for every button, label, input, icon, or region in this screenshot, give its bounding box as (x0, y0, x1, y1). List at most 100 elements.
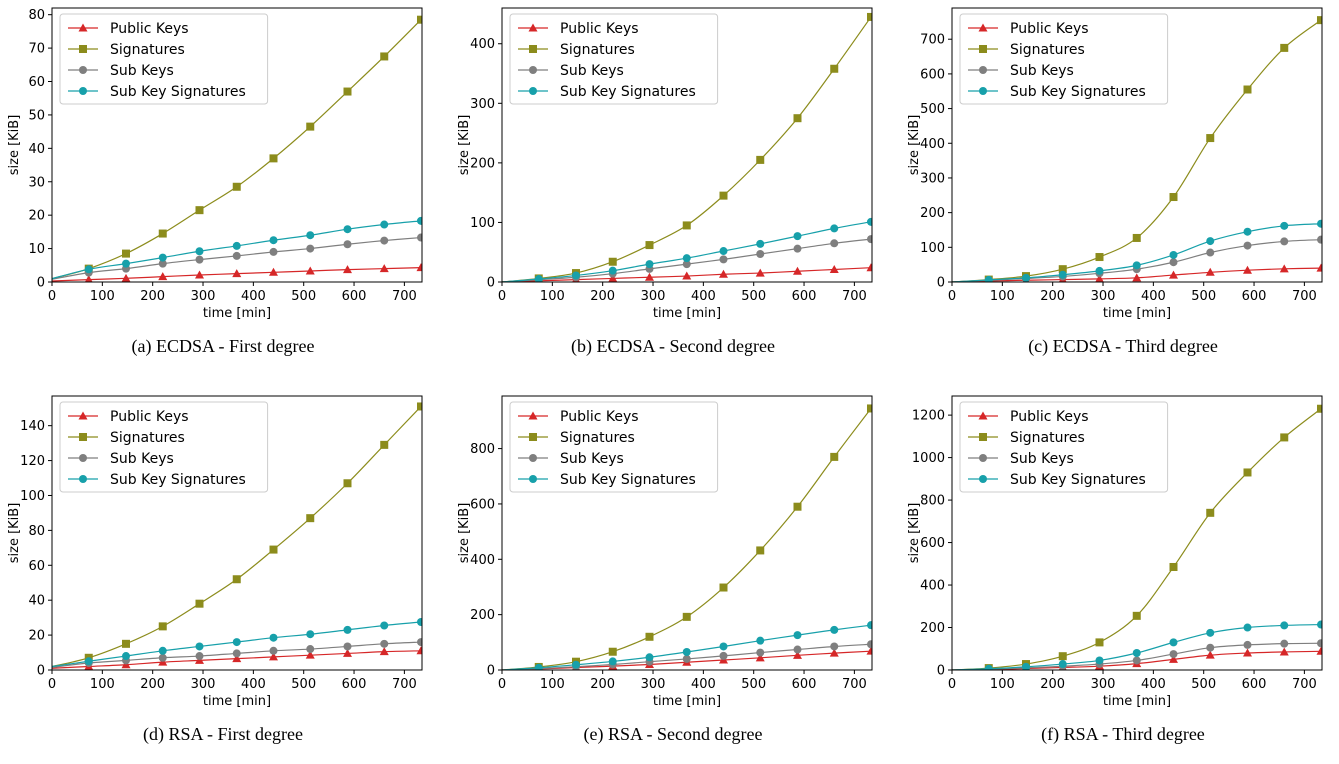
data-point (866, 404, 872, 413)
data-point (830, 239, 839, 248)
data-point (1205, 650, 1215, 659)
line-chart: 0 100 200 300 400 500 600 700 0 100 200 300 400 500 60… (907, 7, 1323, 321)
legend-label: Sub Key Signatures (560, 84, 696, 100)
data-point (1206, 508, 1215, 517)
data-point (305, 650, 315, 659)
x-tick-label: 600 (1242, 677, 1267, 692)
legend-marker (978, 23, 988, 32)
legend-label: Signatures (110, 42, 185, 58)
data-point (830, 625, 839, 634)
data-point (122, 652, 130, 661)
y-tick-label: 200 (920, 621, 945, 636)
y-axis-label: size [KiB] (457, 115, 472, 176)
data-point (416, 638, 422, 647)
x-tick-label: 100 (540, 677, 565, 692)
y-tick-label: 80 (28, 8, 45, 23)
x-tick-label: 400 (1141, 289, 1166, 304)
plot-frame (501, 7, 873, 283)
data-point (866, 263, 872, 272)
legend-marker (528, 411, 538, 420)
data-point (608, 657, 617, 666)
x-tick-label: 0 (948, 677, 956, 692)
legend-box (959, 401, 1169, 493)
data-point (1095, 656, 1104, 665)
legend-marker (978, 411, 988, 420)
data-point (1132, 611, 1141, 620)
data-point (306, 231, 315, 240)
series-group (502, 12, 872, 282)
data-point (343, 642, 352, 651)
y-tick-label: 70 (28, 42, 45, 57)
data-point (158, 646, 167, 655)
x-tick-label: 200 (590, 677, 615, 692)
data-point (232, 654, 242, 663)
data-point (1169, 258, 1178, 267)
x-tick-label: 0 (48, 677, 56, 692)
data-point (268, 652, 278, 661)
data-point (984, 664, 993, 670)
y-axis-label: size [KiB] (907, 115, 922, 176)
data-point (1058, 652, 1067, 661)
data-point (1316, 263, 1322, 272)
data-point (1169, 650, 1178, 659)
y-tick-label: 800 (920, 494, 945, 509)
data-point (1206, 248, 1215, 257)
data-point (682, 271, 692, 280)
x-tick-label: 600 (792, 289, 817, 304)
x-tick-label: 100 (90, 289, 115, 304)
legend-box (59, 13, 269, 105)
data-point (1243, 623, 1252, 632)
data-point (1169, 250, 1178, 259)
data-point (306, 244, 315, 253)
data-point (866, 640, 872, 649)
data-point (268, 267, 278, 276)
legend-label: Public Keys (1010, 409, 1089, 425)
data-point (534, 275, 543, 282)
x-tick-label: 200 (590, 289, 615, 304)
x-tick-label: 500 (741, 289, 766, 304)
data-point (380, 236, 389, 245)
legend: Public Keys Signatures Sub Keys Sub Key Sig… (959, 401, 1169, 493)
x-tick-label: 500 (741, 677, 766, 692)
y-tick-label: 200 (470, 156, 495, 171)
data-point (158, 229, 167, 238)
data-point (380, 440, 389, 449)
y-tick-label: 0 (937, 276, 945, 291)
data-point (1242, 648, 1252, 657)
data-point (232, 269, 242, 278)
data-point (1280, 43, 1289, 52)
data-point (1095, 253, 1104, 262)
legend-label: Signatures (1010, 430, 1085, 446)
data-point (682, 221, 691, 230)
x-tick-label: 600 (342, 289, 367, 304)
data-point (793, 114, 802, 123)
data-point (269, 633, 278, 642)
x-tick-label: 400 (691, 289, 716, 304)
legend-label: Public Keys (560, 21, 639, 37)
data-point (1095, 266, 1104, 275)
data-point (718, 269, 728, 278)
data-point (793, 631, 802, 640)
data-point (1316, 16, 1322, 25)
y-tick-label: 500 (920, 102, 945, 117)
x-tick-label: 100 (990, 289, 1015, 304)
data-point (343, 225, 352, 234)
data-point (122, 639, 130, 648)
data-point (195, 642, 204, 651)
data-point (158, 272, 168, 281)
data-point (416, 15, 422, 24)
data-point (1169, 638, 1178, 647)
y-tick-label: 400 (920, 137, 945, 152)
y-tick-label: 400 (920, 579, 945, 594)
x-tick-label: 0 (498, 289, 506, 304)
y-tick-label: 10 (28, 242, 45, 257)
data-point (756, 648, 765, 657)
y-tick-label: 1200 (912, 409, 945, 424)
data-point (829, 264, 839, 273)
plot-frame (501, 395, 873, 671)
data-point (306, 630, 315, 639)
chart-panel: 0 100 200 300 400 500 600 700 0 20 40 60 80 100 120 140… (0, 388, 446, 764)
y-tick-label: 100 (470, 216, 495, 231)
x-tick-label: 700 (842, 677, 867, 692)
y-tick-label: 50 (28, 108, 45, 123)
